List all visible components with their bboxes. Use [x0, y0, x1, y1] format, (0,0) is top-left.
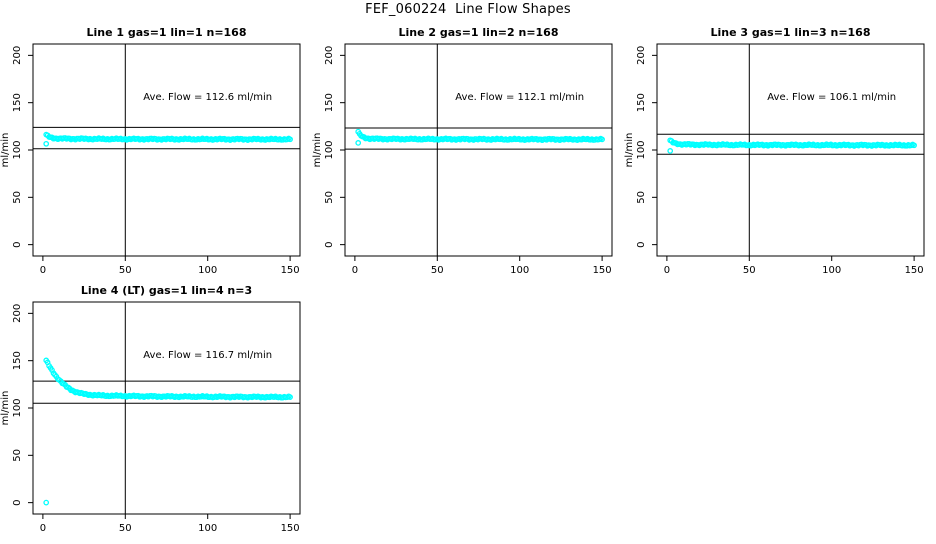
x-tick-label: 0: [352, 265, 358, 276]
chart-title: Line 2 gas=1 lin=2 n=168: [398, 26, 558, 39]
flow-outlier-point: [43, 140, 50, 147]
y-tick-label: 100: [324, 140, 335, 159]
y-tick-label: 200: [636, 46, 647, 65]
data-points: [355, 128, 605, 146]
y-tick-label: 0: [12, 499, 23, 505]
flow-outlier-point: [667, 148, 674, 154]
x-tick-label: 150: [593, 265, 612, 276]
y-tick-label: 100: [636, 140, 647, 159]
y-tick-label: 0: [324, 241, 335, 247]
plot-box: [32, 301, 301, 515]
y-tick-label: 200: [12, 46, 23, 65]
y-tick-label: 50: [636, 191, 647, 204]
x-tick-label: 0: [664, 265, 670, 276]
subplot-line-1: Line 1 gas=1 lin=1 n=168 0 50 100 150 0 50 100 1…: [0, 24, 312, 282]
flow-outlier-point: [43, 499, 50, 506]
ave-flow-annotation: Ave. Flow = 112.6 ml/min: [143, 92, 272, 103]
x-tick-label: 100: [198, 523, 217, 534]
chart-canvas: Line 4 (LT) gas=1 lin=4 n=3 0 50 100 150 0 50 1…: [0, 284, 301, 534]
x-tick-label: 0: [40, 265, 46, 276]
flow-data-point: [911, 142, 917, 149]
x-tick-label: 100: [822, 265, 841, 276]
y-tick-label: 0: [12, 241, 23, 247]
plot-box: [656, 43, 925, 257]
flow-data-point: [287, 136, 293, 143]
y-tick-label: 200: [324, 46, 335, 65]
ave-flow-annotation: Ave. Flow = 112.1 ml/min: [455, 92, 584, 103]
data-points: [667, 137, 917, 154]
y-tick-label: 50: [324, 191, 335, 204]
plot-box: [344, 43, 613, 257]
data-points: [43, 131, 293, 147]
y-tick-label: 100: [12, 140, 23, 159]
x-tick-label: 50: [119, 265, 132, 276]
y-tick-label: 0: [636, 241, 647, 247]
chart-canvas: Line 3 gas=1 lin=3 n=168 0 50 100 150 0 50 100 1…: [624, 26, 925, 276]
subplot-line-4: Line 4 (LT) gas=1 lin=4 n=3 0 50 100 150 0 50 1…: [0, 282, 312, 540]
y-axis-title: ml/min: [0, 133, 11, 168]
chart-canvas: Line 2 gas=1 lin=2 n=168 0 50 100 150 0 50 100 1…: [312, 26, 613, 276]
x-tick-label: 100: [198, 265, 217, 276]
charts-grid: Line 1 gas=1 lin=1 n=168 0 50 100 150 0 50 100 1…: [0, 24, 936, 540]
ave-flow-annotation: Ave. Flow = 116.7 ml/min: [143, 350, 272, 361]
chart-canvas: Line 1 gas=1 lin=1 n=168 0 50 100 150 0 50 100 1…: [0, 26, 301, 276]
flow-data-point: [599, 136, 605, 143]
data-points: [43, 357, 293, 506]
x-tick-label: 50: [431, 265, 444, 276]
x-tick-label: 50: [743, 265, 756, 276]
page-title: FEF_060224 Line Flow Shapes: [365, 2, 571, 17]
subplot-line-3: Line 3 gas=1 lin=3 n=168 0 50 100 150 0 50 100 1…: [624, 24, 936, 282]
ave-flow-annotation: Ave. Flow = 106.1 ml/min: [767, 92, 896, 103]
plot-box: [32, 43, 301, 257]
y-axis-title: ml/min: [624, 133, 635, 168]
y-tick-label: 200: [12, 304, 23, 323]
x-tick-label: 100: [510, 265, 529, 276]
y-tick-label: 100: [12, 398, 23, 417]
flow-outlier-point: [355, 140, 362, 146]
chart-title: Line 3 gas=1 lin=3 n=168: [710, 26, 870, 39]
subplot-line-2: Line 2 gas=1 lin=2 n=168 0 50 100 150 0 50 100 1…: [312, 24, 624, 282]
x-tick-label: 150: [905, 265, 924, 276]
flow-data-point: [287, 394, 293, 400]
y-axis-title: ml/min: [312, 133, 323, 168]
y-tick-label: 50: [12, 191, 23, 204]
y-tick-label: 150: [12, 351, 23, 370]
x-tick-label: 0: [40, 523, 46, 534]
chart-title: Line 1 gas=1 lin=1 n=168: [86, 26, 246, 39]
y-tick-label: 150: [636, 93, 647, 112]
x-tick-label: 150: [281, 523, 300, 534]
x-tick-label: 150: [281, 265, 300, 276]
y-tick-label: 50: [12, 449, 23, 462]
chart-title: Line 4 (LT) gas=1 lin=4 n=3: [81, 284, 252, 297]
y-axis-title: ml/min: [0, 391, 11, 426]
x-tick-label: 50: [119, 523, 132, 534]
y-tick-label: 150: [324, 93, 335, 112]
y-tick-label: 150: [12, 93, 23, 112]
